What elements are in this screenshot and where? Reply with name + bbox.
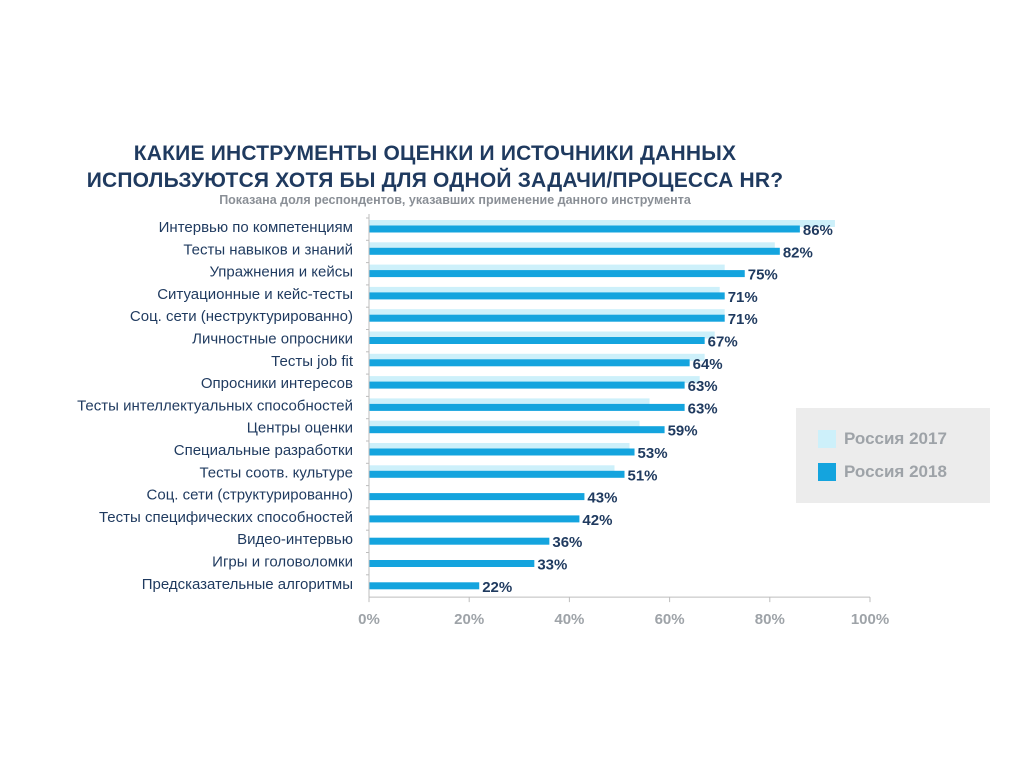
bar-2018 <box>369 560 535 567</box>
bar-2017 <box>369 331 715 339</box>
bar-2018 <box>369 270 745 278</box>
category-label: Соц. сети (структурированно) <box>147 487 353 504</box>
value-label: 42% <box>582 512 612 529</box>
x-tick-label: 20% <box>454 611 484 628</box>
bar-2018 <box>369 448 635 456</box>
legend-swatch-2018 <box>818 463 836 481</box>
category-label: Тесты интеллектуальных способностей <box>77 397 353 414</box>
value-label: 71% <box>728 289 758 306</box>
bar-2017 <box>369 264 725 272</box>
bar-2018 <box>369 537 550 545</box>
legend-item-2017: Россия 2017 <box>818 428 947 450</box>
bar-2017 <box>369 353 705 361</box>
category-label: Соц. сети (неструктурированно) <box>130 308 353 325</box>
bar-2018 <box>369 582 480 590</box>
x-tick-label: 80% <box>755 611 785 628</box>
x-tick-label: 100% <box>851 611 889 628</box>
category-label: Специальные разработки <box>174 442 353 459</box>
value-label: 36% <box>552 534 582 551</box>
value-label: 75% <box>748 267 778 284</box>
bar-2018 <box>369 292 725 300</box>
bar-2017 <box>369 465 615 473</box>
bar-2017 <box>369 220 835 227</box>
category-label: Личностные опросники <box>192 331 353 348</box>
category-label: Игры и головоломки <box>212 554 353 571</box>
category-label: Центры оценки <box>247 420 353 437</box>
value-label: 33% <box>537 557 567 574</box>
value-label: 82% <box>783 244 813 261</box>
category-label: Интервью по компетенциям <box>159 219 353 236</box>
bar-2018 <box>369 247 780 255</box>
value-label: 22% <box>482 579 512 596</box>
chart-title-line-1: КАКИЕ ИНСТРУМЕНТЫ ОЦЕНКИ И ИСТОЧНИКИ ДАН… <box>133 142 737 165</box>
value-label: 53% <box>638 445 668 462</box>
value-label: 86% <box>803 222 833 239</box>
bar-2018 <box>369 470 625 478</box>
legend-swatch-2017 <box>818 430 836 448</box>
category-label: Тесты специфических способностей <box>99 509 353 526</box>
category-label: Предсказательные алгоритмы <box>142 576 353 593</box>
category-label: Видео-интервью <box>237 531 353 548</box>
category-label: Тесты соотв. культуре <box>199 464 353 481</box>
value-label: 63% <box>688 400 718 417</box>
bar-2018 <box>369 493 585 501</box>
bar-2018 <box>369 515 580 523</box>
legend: Россия 2017 Россия 2018 <box>796 408 990 503</box>
bar-2017 <box>369 242 775 250</box>
value-label: 63% <box>688 378 718 395</box>
x-tick-label: 60% <box>655 611 685 628</box>
bar-2017 <box>369 376 700 384</box>
category-label: Ситуационные и кейс-тесты <box>157 286 353 303</box>
bar-2018 <box>369 359 690 367</box>
bar-2018 <box>369 314 725 322</box>
category-label: Тесты job fit <box>271 353 354 370</box>
chart-title-line-2: ИСПОЛЬЗУЮТСЯ ХОТЯ БЫ ДЛЯ ОДНОЙ ЗАДАЧИ/ПР… <box>86 169 784 192</box>
legend-label-2018: Россия 2018 <box>844 462 947 481</box>
bar-2018 <box>369 337 705 344</box>
chart-subtitle: Показана доля респондентов, указавших пр… <box>219 193 691 207</box>
bar-2018 <box>369 381 685 389</box>
legend-label-2017: Россия 2017 <box>844 429 947 448</box>
bar-2017 <box>369 398 650 406</box>
value-label: 67% <box>708 334 738 351</box>
bar-2018 <box>369 403 685 411</box>
category-label: Упражнения и кейсы <box>209 264 353 281</box>
category-label: Опросники интересов <box>201 375 353 392</box>
value-label: 64% <box>693 356 723 373</box>
x-tick-label: 0% <box>358 611 380 628</box>
chart-title: КАКИЕ ИНСТРУМЕНТЫ ОЦЕНКИ И ИСТОЧНИКИ ДАН… <box>40 140 830 194</box>
category-label: Тесты навыков и знаний <box>183 241 353 258</box>
value-label: 51% <box>628 467 658 484</box>
bar-2017 <box>369 309 725 317</box>
bar-2018 <box>369 225 800 233</box>
bar-2018 <box>369 426 665 434</box>
legend-item-2018: Россия 2018 <box>818 461 947 483</box>
value-label: 59% <box>668 423 698 440</box>
value-label: 71% <box>728 311 758 328</box>
bar-2017 <box>369 420 640 428</box>
bar-2017 <box>369 286 720 294</box>
bar-2017 <box>369 443 630 450</box>
x-tick-label: 40% <box>554 611 584 628</box>
value-label: 43% <box>587 490 617 507</box>
